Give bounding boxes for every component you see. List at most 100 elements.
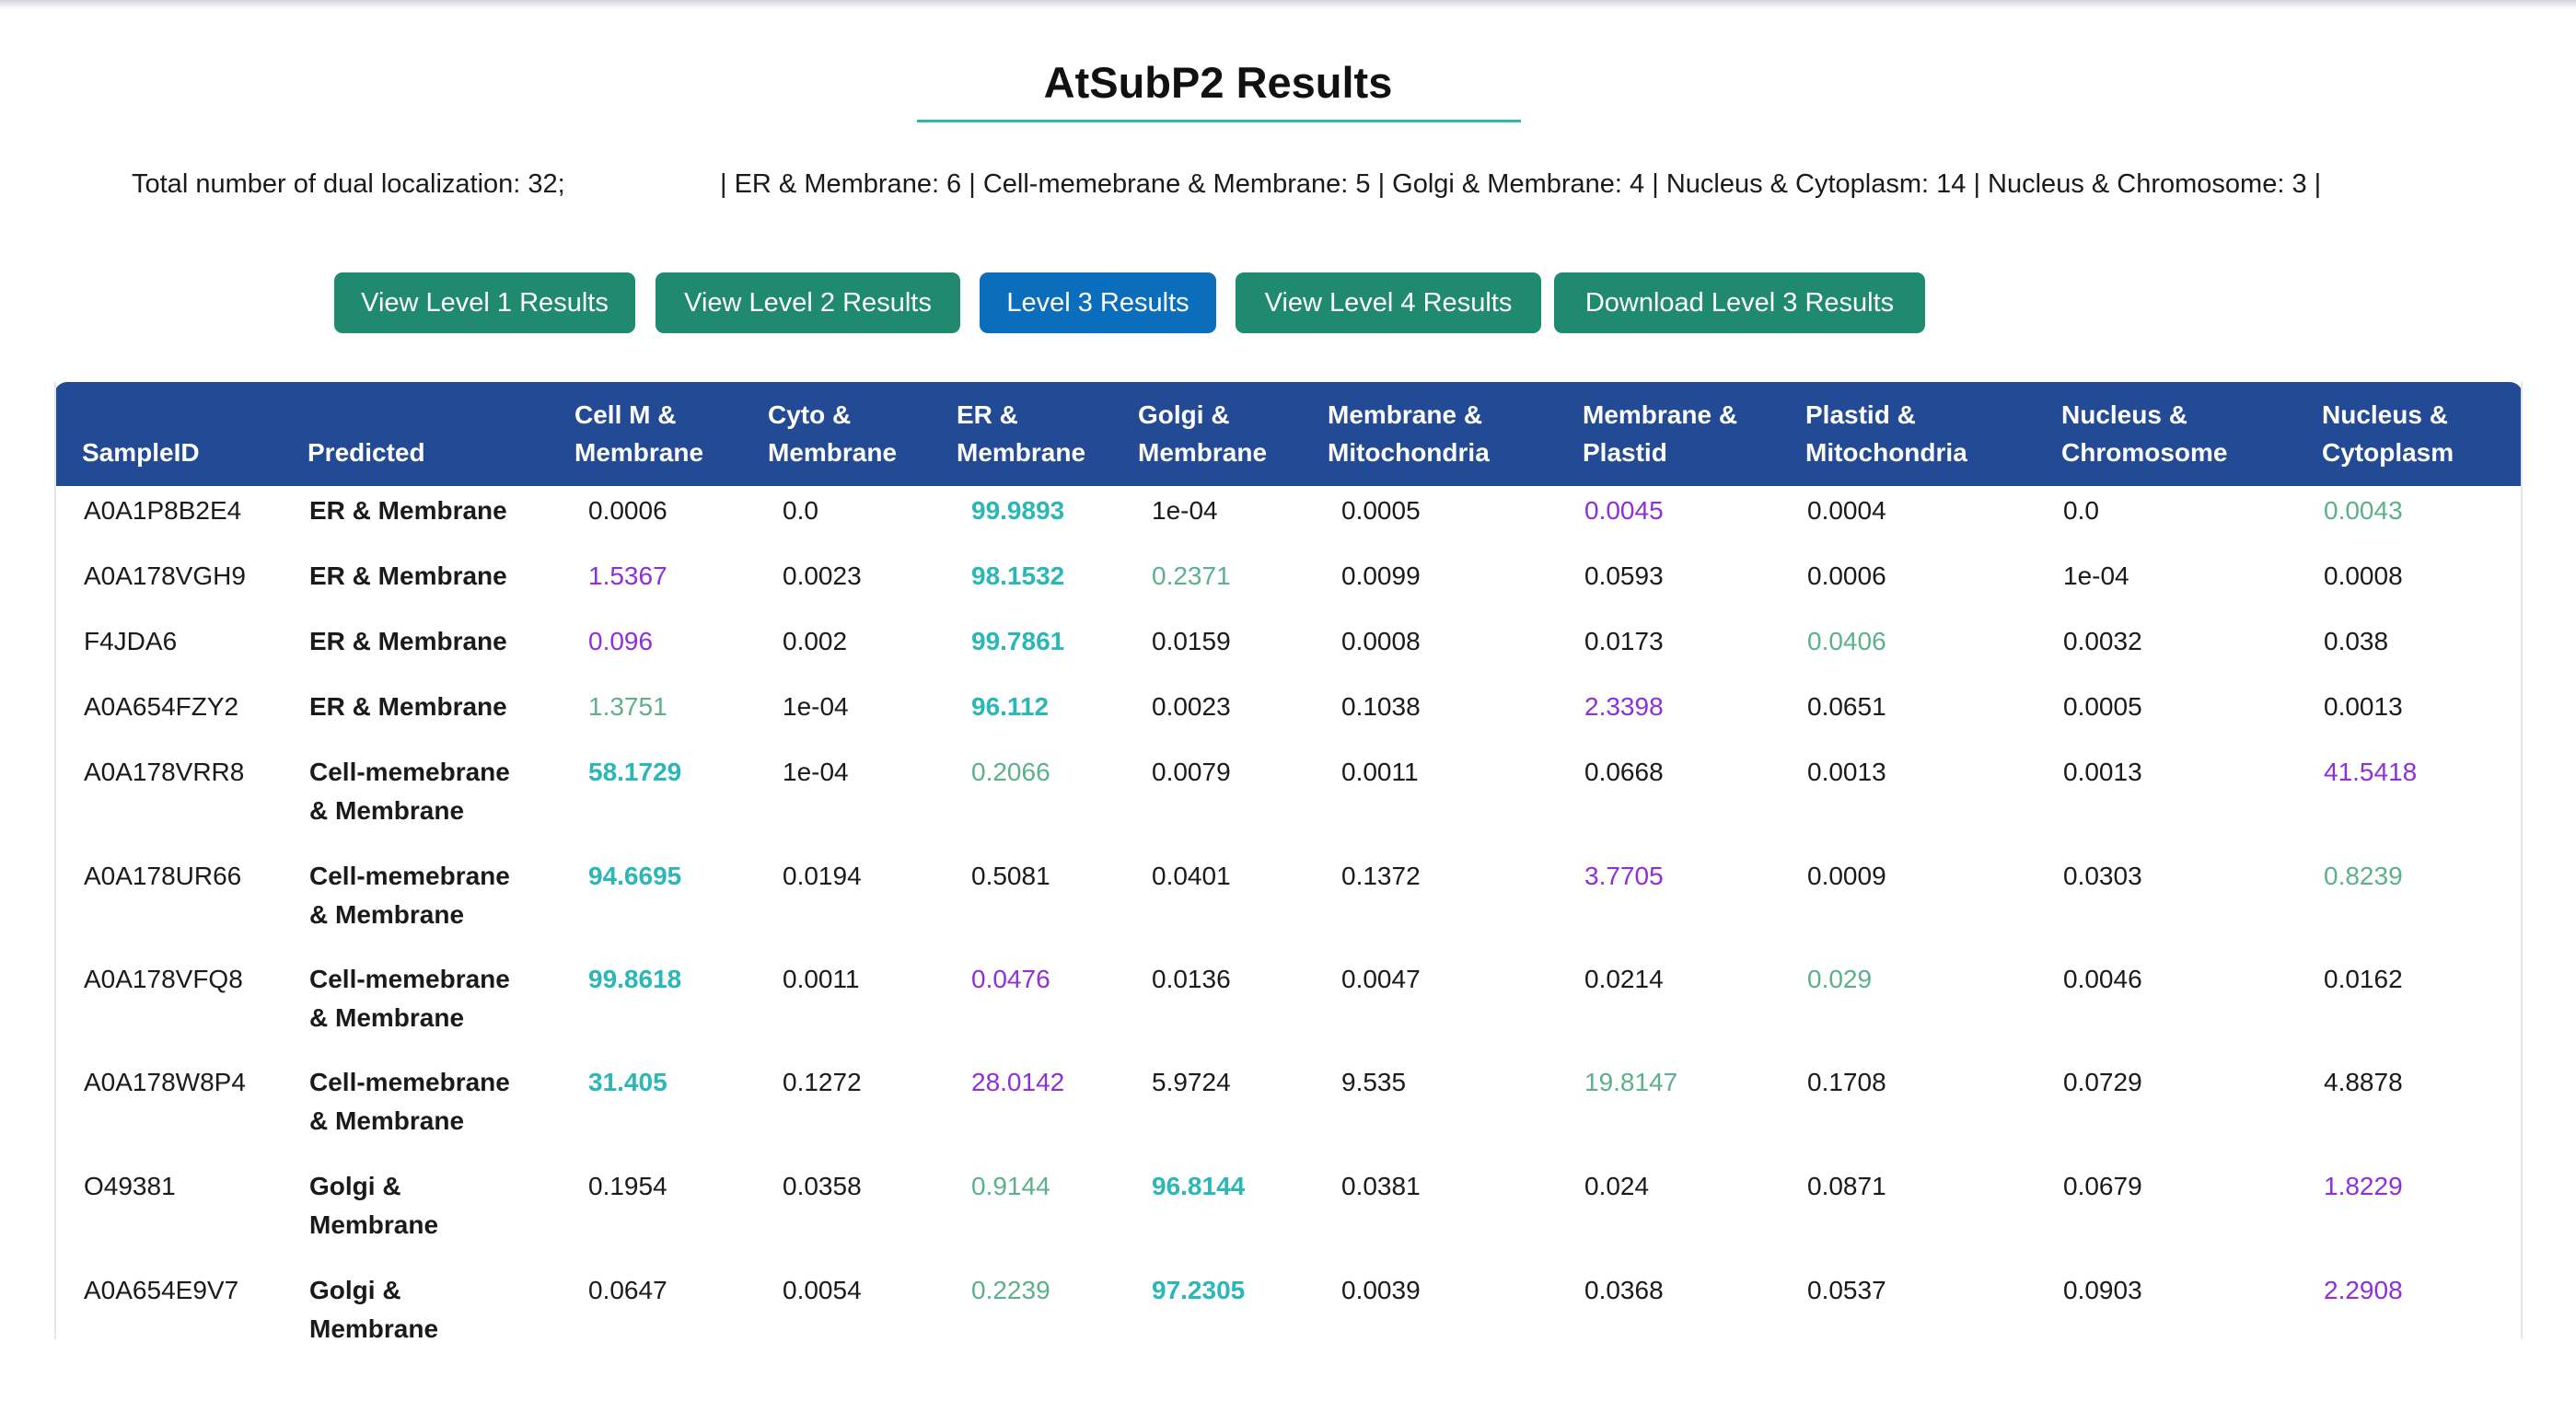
cell-cyto-membrane: 1e-04 — [783, 692, 849, 721]
cell-membrane-mitochondria: 0.0381 — [1341, 1172, 1421, 1200]
cell-er-membrane: 0.2066 — [971, 758, 1050, 786]
cell-nucleus-cytoplasm: 4.8878 — [2324, 1068, 2403, 1096]
cell-predicted: Golgi & Membrane — [309, 1276, 439, 1339]
column-header-predicted: Predicted — [307, 438, 425, 467]
cell-membrane-plastid: 3.7705 — [1584, 862, 1664, 890]
cell-membrane-mitochondria: 9.535 — [1341, 1068, 1407, 1096]
cell-nucleus-cytoplasm: 41.5418 — [2324, 758, 2418, 786]
view-level-2-button[interactable]: View Level 2 Results — [656, 272, 960, 333]
cell-plastid-mitochondria: 0.0004 — [1807, 496, 1886, 525]
cell-nucleus-cytoplasm: 0.0008 — [2324, 561, 2403, 590]
cell-nucleus-chromosome: 0.0032 — [2063, 627, 2142, 655]
cell-nucleus-chromosome: 0.0013 — [2063, 758, 2142, 786]
cell-membrane-plastid: 0.0045 — [1584, 496, 1664, 525]
cell-cellm-membrane: 0.0006 — [588, 496, 667, 525]
cell-golgi-membrane: 96.8144 — [1152, 1172, 1246, 1200]
cell-er-membrane: 0.5081 — [971, 862, 1050, 890]
cell-predicted: Cell-memebrane & Membrane — [309, 965, 510, 1032]
cell-plastid-mitochondria: 0.0651 — [1807, 692, 1886, 721]
cell-membrane-plastid: 0.0668 — [1584, 758, 1664, 786]
cell-nucleus-cytoplasm: 0.8239 — [2324, 862, 2403, 890]
cell-cyto-membrane: 0.002 — [783, 627, 848, 655]
cell-cyto-membrane: 0.0 — [783, 496, 818, 525]
cell-golgi-membrane: 0.0023 — [1152, 692, 1231, 721]
dual-localization-breakdown: | ER & Membrane: 6 | Cell-memebrane & Me… — [720, 169, 2322, 199]
cell-golgi-membrane: 5.9724 — [1152, 1068, 1231, 1096]
cell-nucleus-chromosome: 0.0046 — [2063, 965, 2142, 993]
cell-cyto-membrane: 0.0011 — [783, 965, 860, 993]
cell-membrane-mitochondria: 0.1372 — [1341, 862, 1421, 890]
view-level-4-button[interactable]: View Level 4 Results — [1236, 272, 1541, 333]
cell-membrane-plastid: 19.8147 — [1584, 1068, 1678, 1096]
cell-golgi-membrane: 0.0079 — [1152, 758, 1231, 786]
cell-nucleus-chromosome: 0.0903 — [2063, 1276, 2142, 1304]
cell-er-membrane: 0.0476 — [971, 965, 1050, 993]
cell-membrane-mitochondria: 0.0047 — [1341, 965, 1421, 993]
cell-sampleid: O49381 — [84, 1172, 176, 1200]
cell-sampleid: A0A654E9V7 — [84, 1276, 239, 1304]
results-table: SampleID Predicted Cell M & Membrane Cyt… — [54, 382, 2523, 1339]
cell-predicted: Cell-memebrane & Membrane — [309, 1068, 510, 1135]
cell-predicted: Cell-memebrane & Membrane — [309, 862, 510, 929]
cell-golgi-membrane: 0.0159 — [1152, 627, 1231, 655]
cell-sampleid: A0A178W8P4 — [84, 1068, 246, 1096]
cell-plastid-mitochondria: 0.0009 — [1807, 862, 1886, 890]
cell-nucleus-cytoplasm: 0.0013 — [2324, 692, 2403, 721]
cell-membrane-plastid: 0.0368 — [1584, 1276, 1664, 1304]
cell-plastid-mitochondria: 0.0406 — [1807, 627, 1886, 655]
cell-plastid-mitochondria: 0.0006 — [1807, 561, 1886, 590]
cell-plastid-mitochondria: 0.1708 — [1807, 1068, 1886, 1096]
cell-golgi-membrane: 0.0401 — [1152, 862, 1231, 890]
cell-plastid-mitochondria: 0.0871 — [1807, 1172, 1886, 1200]
cell-cellm-membrane: 0.096 — [588, 627, 654, 655]
cell-membrane-plastid: 0.0173 — [1584, 627, 1664, 655]
cell-predicted: ER & Membrane — [309, 627, 507, 655]
cell-cellm-membrane: 99.8618 — [588, 965, 682, 993]
cell-cyto-membrane: 0.0054 — [783, 1276, 862, 1304]
cell-cellm-membrane: 58.1729 — [588, 758, 682, 786]
column-header-membrane-mitochondria: Membrane & Mitochondria — [1328, 400, 1490, 467]
table-header: SampleID Predicted Cell M & Membrane Cyt… — [56, 382, 2521, 486]
cell-er-membrane: 0.2239 — [971, 1276, 1050, 1304]
cell-nucleus-chromosome: 0.0005 — [2063, 692, 2142, 721]
cell-nucleus-cytoplasm: 2.2908 — [2324, 1276, 2403, 1304]
cell-plastid-mitochondria: 0.0537 — [1807, 1276, 1886, 1304]
cell-golgi-membrane: 1e-04 — [1152, 496, 1218, 525]
cell-er-membrane: 96.112 — [971, 692, 1050, 721]
view-level-1-button[interactable]: View Level 1 Results — [334, 272, 635, 333]
cell-nucleus-cytoplasm: 1.8229 — [2324, 1172, 2403, 1200]
cell-sampleid: A0A654FZY2 — [84, 692, 239, 721]
cell-cellm-membrane: 31.405 — [588, 1068, 667, 1096]
cell-membrane-mitochondria: 0.0008 — [1341, 627, 1421, 655]
column-header-cellm-membrane: Cell M & Membrane — [574, 400, 704, 467]
cell-nucleus-cytoplasm: 0.038 — [2324, 627, 2389, 655]
column-header-er-membrane: ER & Membrane — [957, 400, 1086, 467]
cell-plastid-mitochondria: 0.029 — [1807, 965, 1873, 993]
cell-sampleid: A0A178VFQ8 — [84, 965, 243, 993]
cell-predicted: ER & Membrane — [309, 692, 507, 721]
cell-golgi-membrane: 0.0136 — [1152, 965, 1231, 993]
cell-predicted: ER & Membrane — [309, 561, 507, 590]
column-header-membrane-plastid: Membrane & Plastid — [1583, 400, 1738, 467]
cell-membrane-mitochondria: 0.0039 — [1341, 1276, 1421, 1304]
column-header-golgi-membrane: Golgi & Membrane — [1138, 400, 1268, 467]
download-level-3-button[interactable]: Download Level 3 Results — [1554, 272, 1925, 333]
cell-membrane-plastid: 0.0214 — [1584, 965, 1664, 993]
cell-plastid-mitochondria: 0.0013 — [1807, 758, 1886, 786]
cell-sampleid: A0A178VGH9 — [84, 561, 246, 590]
level-3-button[interactable]: Level 3 Results — [980, 272, 1216, 333]
cell-nucleus-cytoplasm: 0.0162 — [2324, 965, 2403, 993]
cell-cellm-membrane: 0.0647 — [588, 1276, 667, 1304]
cell-er-membrane: 28.0142 — [971, 1068, 1065, 1096]
cell-cyto-membrane: 0.0023 — [783, 561, 862, 590]
cell-nucleus-cytoplasm: 0.0043 — [2324, 496, 2403, 525]
cell-membrane-mitochondria: 0.0099 — [1341, 561, 1421, 590]
cell-sampleid: F4JDA6 — [84, 627, 178, 655]
window-top-edge — [0, 0, 2576, 9]
cell-membrane-plastid: 0.024 — [1584, 1172, 1650, 1200]
cell-cellm-membrane: 1.3751 — [588, 692, 667, 721]
cell-membrane-mitochondria: 0.0011 — [1341, 758, 1419, 786]
cell-nucleus-chromosome: 1e-04 — [2063, 561, 2129, 590]
column-header-nucleus-chromosome: Nucleus & Chromosome — [2061, 400, 2228, 467]
cell-nucleus-chromosome: 0.0729 — [2063, 1068, 2142, 1096]
